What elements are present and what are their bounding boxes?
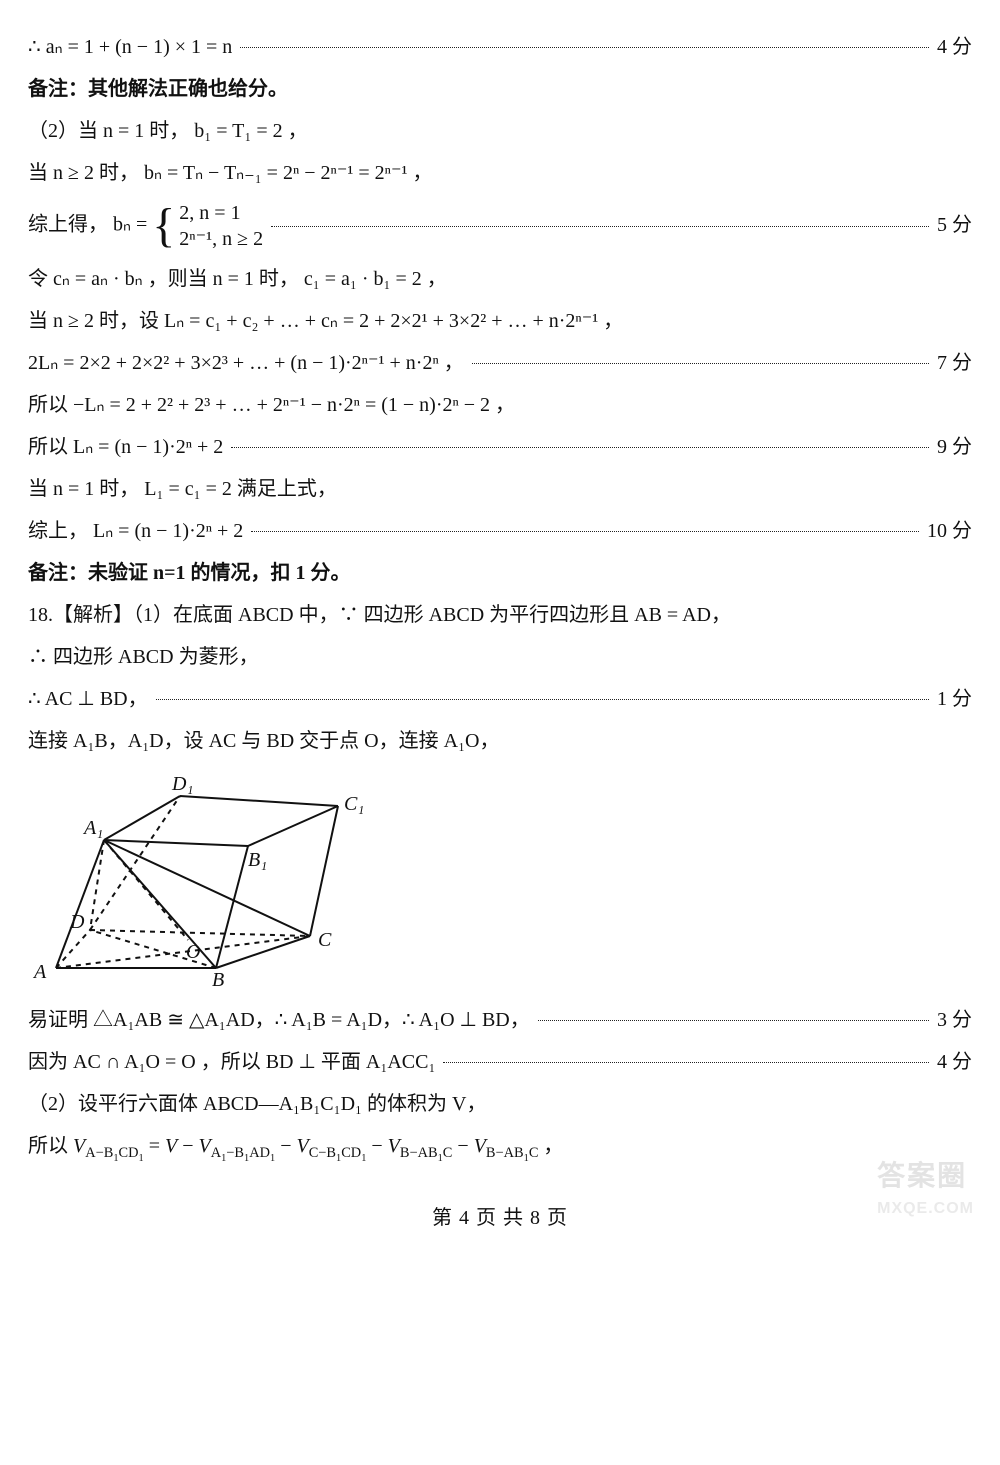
- prefix: 综上得， bₙ =: [28, 214, 152, 236]
- math-text: 所以 Lₙ = (n − 1)·2ⁿ + 2: [28, 432, 223, 462]
- math-text: 易证明 △A₁AB ≅ △A₁AD，∴ A₁B = A₁D，∴ A₁O ⊥ BD…: [28, 1005, 530, 1035]
- svg-text:A₁: A₁: [82, 817, 103, 839]
- svg-text:C: C: [318, 929, 332, 951]
- leader-dots: [443, 1062, 929, 1063]
- watermark: 答案圈 MXQE.COM: [877, 1155, 974, 1221]
- leader-dots: [472, 363, 929, 364]
- score-label: 3 分: [937, 1005, 972, 1035]
- math-line: 所以 −Lₙ = 2 + 2² + 2³ + … + 2ⁿ⁻¹ − n·2ⁿ =…: [28, 390, 972, 420]
- score-label: 4 分: [937, 32, 972, 62]
- remark: 备注：未验证 n=1 的情况，扣 1 分。: [28, 558, 972, 588]
- svg-text:B: B: [212, 969, 224, 991]
- case-1: 2, n = 1: [179, 200, 263, 226]
- remark: 备注：其他解法正确也给分。: [28, 74, 972, 104]
- svg-text:D: D: [69, 911, 85, 933]
- math-text: 因为 AC ∩ A₁O = O ，所以 BD ⊥ 平面 A₁ACC₁: [28, 1047, 435, 1077]
- svg-text:A: A: [32, 961, 47, 983]
- case-2: 2ⁿ⁻¹, n ≥ 2: [179, 226, 263, 252]
- score-label: 7 分: [937, 348, 972, 378]
- leader-dots: [240, 47, 929, 48]
- math-text: ∴ aₙ = 1 + (n − 1) × 1 = n: [28, 32, 232, 62]
- leader-dots: [271, 226, 929, 227]
- leader-dots: [251, 531, 919, 532]
- score-label: 5 分: [937, 210, 972, 240]
- scored-line: 易证明 △A₁AB ≅ △A₁AD，∴ A₁B = A₁D，∴ A₁O ⊥ BD…: [28, 1005, 972, 1035]
- scored-line: 综上， Lₙ = (n − 1)·2ⁿ + 2 10 分: [28, 516, 972, 546]
- math-line: 当 n ≥ 2 时， bₙ = Tₙ − Tₙ₋₁ = 2ⁿ − 2ⁿ⁻¹ = …: [28, 158, 972, 188]
- math-line: 18.【解析】（1）在底面 ABCD 中，∵ 四边形 ABCD 为平行四边形且 …: [28, 600, 972, 630]
- cases: 2, n = 1 2ⁿ⁻¹, n ≥ 2: [179, 200, 263, 252]
- suffix: ，: [543, 1135, 563, 1157]
- scored-line: 综上得， bₙ = { 2, n = 1 2ⁿ⁻¹, n ≥ 2 5 分: [28, 200, 972, 252]
- math-line: 当 n = 1 时， L₁ = c₁ = 2 满足上式，: [28, 474, 972, 504]
- math-line: 连接 A₁B，A₁D，设 AC 与 BD 交于点 O，连接 A₁O，: [28, 726, 972, 756]
- math-text: 2Lₙ = 2×2 + 2×2² + 3×2³ + … + (n − 1)·2ⁿ…: [28, 348, 464, 378]
- page-footer: 第 4 页 共 8 页: [28, 1203, 972, 1233]
- geometry-svg: A B C D O A₁ B₁ C₁ D₁: [28, 768, 368, 993]
- geometry-diagram: A B C D O A₁ B₁ C₁ D₁: [28, 768, 972, 993]
- prefix: 所以: [28, 1135, 73, 1157]
- math-line: 所以 VA−B1CD1 = V − VA1−B1AD1 − VC−B1CD1 −…: [28, 1131, 972, 1161]
- leader-dots: [231, 447, 929, 448]
- scored-line: 2Lₙ = 2×2 + 2×2² + 3×2³ + … + (n − 1)·2ⁿ…: [28, 348, 972, 378]
- math-line: 令 cₙ = aₙ · bₙ ，则当 n = 1 时， c₁ = a₁ · b₁…: [28, 264, 972, 294]
- scored-line: ∴ AC ⊥ BD， 1 分: [28, 684, 972, 714]
- svg-text:C₁: C₁: [344, 793, 364, 815]
- svg-text:B₁: B₁: [248, 849, 267, 871]
- score-label: 10 分: [927, 516, 972, 546]
- score-label: 4 分: [937, 1047, 972, 1077]
- scored-line: ∴ aₙ = 1 + (n − 1) × 1 = n 4 分: [28, 32, 972, 62]
- math-line: （2）当 n = 1 时， b₁ = T₁ = 2 ，: [28, 116, 972, 146]
- left-brace-icon: {: [152, 202, 175, 250]
- svg-text:D₁: D₁: [171, 773, 193, 795]
- score-label: 9 分: [937, 432, 972, 462]
- score-label: 1 分: [937, 684, 972, 714]
- math-line: 当 n ≥ 2 时，设 Lₙ = c₁ + c₂ + … + cₙ = 2 + …: [28, 306, 972, 336]
- piecewise: { 2, n = 1 2ⁿ⁻¹, n ≥ 2: [152, 200, 263, 252]
- leader-dots: [538, 1020, 929, 1021]
- math-line: ∴ 四边形 ABCD 为菱形，: [28, 642, 972, 672]
- math-text: 综上， Lₙ = (n − 1)·2ⁿ + 2: [28, 516, 243, 546]
- scored-line: 所以 Lₙ = (n − 1)·2ⁿ + 2 9 分: [28, 432, 972, 462]
- watermark-line1: 答案圈: [877, 1155, 974, 1197]
- watermark-line2: MXQE.COM: [877, 1197, 974, 1221]
- math-text: ∴ AC ⊥ BD，: [28, 684, 148, 714]
- leader-dots: [156, 699, 929, 700]
- volume-equation: VA−B1CD1 = V − VA1−B1AD1 − VC−B1CD1 − VB…: [73, 1135, 538, 1157]
- svg-text:O: O: [186, 941, 200, 963]
- math-text: 综上得， bₙ = { 2, n = 1 2ⁿ⁻¹, n ≥ 2: [28, 200, 263, 252]
- math-line: （2）设平行六面体 ABCD—A₁B₁C₁D₁ 的体积为 V，: [28, 1089, 972, 1119]
- scored-line: 因为 AC ∩ A₁O = O ，所以 BD ⊥ 平面 A₁ACC₁ 4 分: [28, 1047, 972, 1077]
